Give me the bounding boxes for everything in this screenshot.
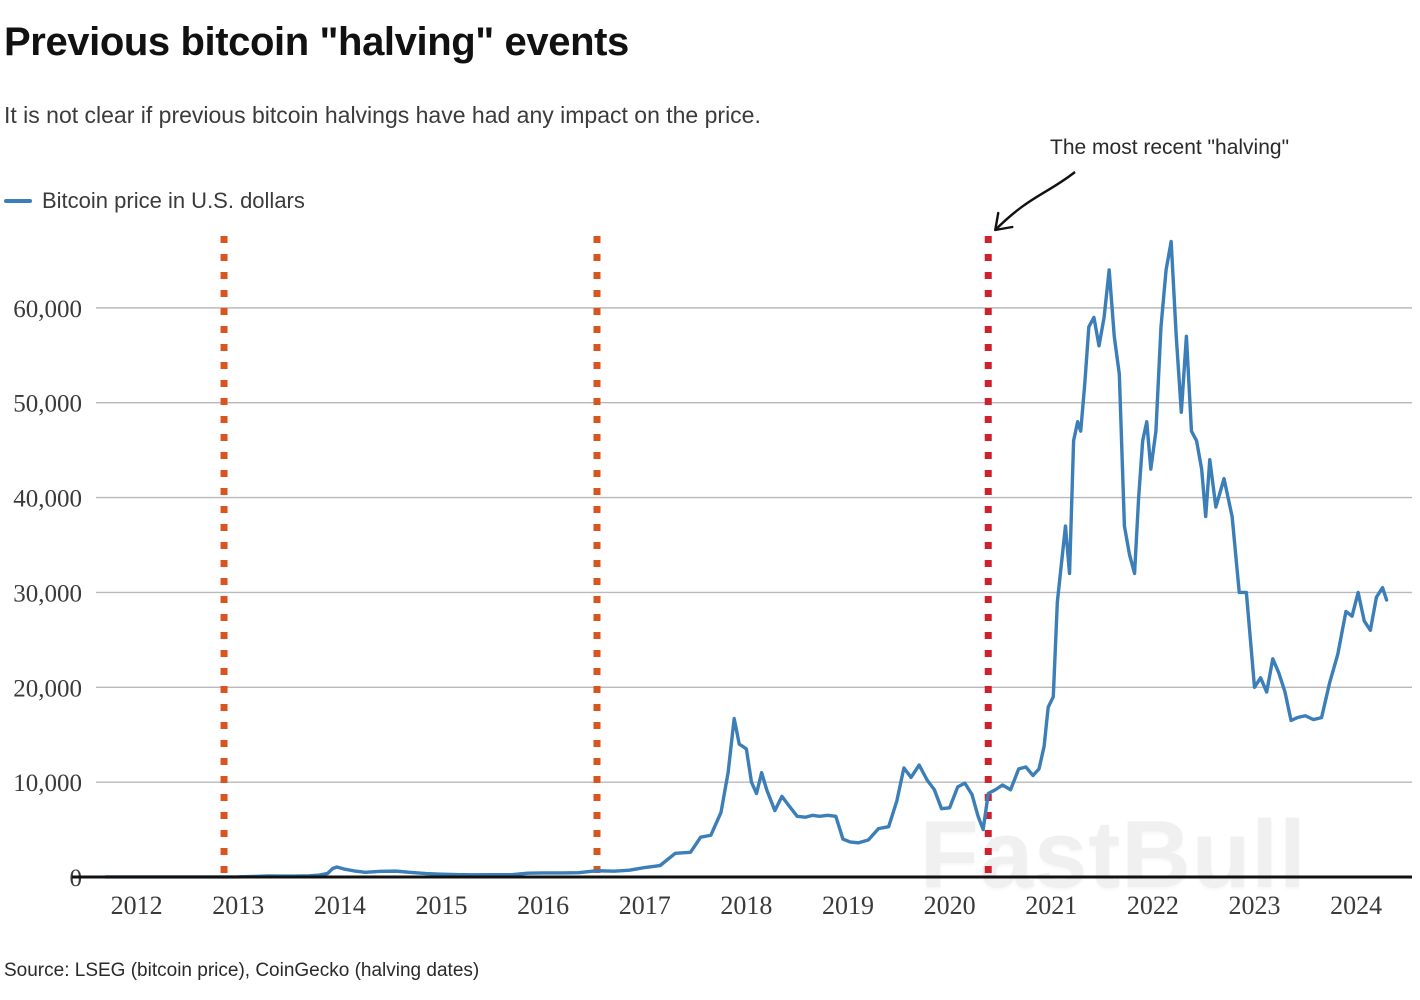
source-note: Source: LSEG (bitcoin price), CoinGecko …	[4, 960, 480, 981]
x-tick-label: 2015	[416, 891, 468, 920]
price-line	[104, 239, 1389, 879]
x-tick-label: 2012	[111, 891, 163, 920]
page-subtitle: It is not clear if previous bitcoin halv…	[4, 102, 761, 128]
x-tick-label: 2021	[1025, 891, 1077, 920]
chart-legend: Bitcoin price in U.S. dollars	[4, 188, 305, 214]
price-series	[104, 239, 1389, 879]
arrow-head	[994, 211, 1014, 232]
x-tick-label: 2022	[1127, 891, 1179, 920]
y-tick-label: 40,000	[13, 486, 82, 513]
halving-annotation-label: The most recent "halving"	[1050, 136, 1290, 159]
y-tick-label: 60,000	[13, 296, 82, 323]
x-tick-label: 2014	[314, 891, 366, 920]
x-tick-label: 2016	[517, 891, 569, 920]
annotation-arrow-icon	[994, 171, 1076, 232]
y-gridlines	[96, 307, 1412, 783]
y-tick-label: 30,000	[13, 580, 82, 607]
arrow-curve	[994, 171, 1076, 231]
legend-line-swatch-icon	[4, 199, 32, 203]
x-tick-label: 2018	[720, 891, 772, 920]
y-tick-label: 20,000	[13, 675, 82, 702]
y-tick-label: 10,000	[13, 770, 82, 797]
x-axis-tick-labels: 2012 2013 2014 2015 2016 2017 2018 2019 2020 2021…	[111, 891, 1382, 920]
y-tick-label: 50,000	[13, 391, 82, 418]
halving-event-lines	[220, 236, 992, 877]
x-tick-label: 2020	[924, 891, 976, 920]
x-tick-label: 2013	[212, 891, 264, 920]
x-tick-label: 2024	[1330, 891, 1382, 920]
x-tick-label: 2019	[822, 891, 874, 920]
x-tick-label: 2017	[619, 891, 671, 920]
page-title: Previous bitcoin "halving" events	[4, 20, 629, 64]
x-tick-label: 2023	[1228, 891, 1280, 920]
legend-series-label: Bitcoin price in U.S. dollars	[42, 188, 305, 213]
